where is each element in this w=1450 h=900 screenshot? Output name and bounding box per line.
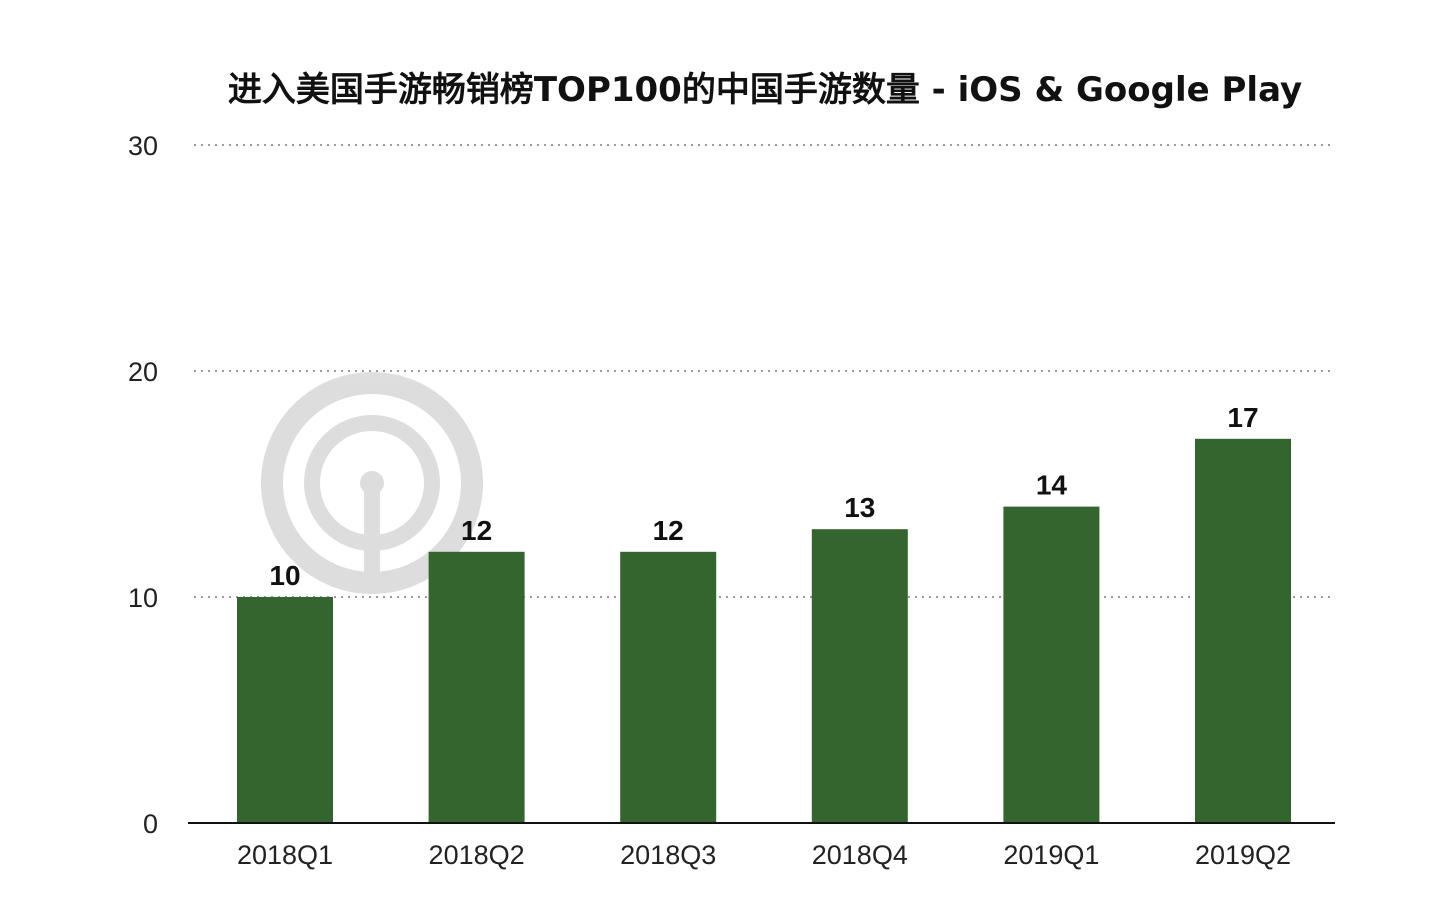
y-tick-label: 0 (143, 809, 158, 839)
data-label-2018Q4: 13 (844, 492, 875, 523)
x-tick-label-2019Q2: 2019Q2 (1195, 840, 1291, 870)
data-labels: 10 12 12 13 14 17 (269, 402, 1258, 591)
y-tick-label: 10 (128, 583, 158, 613)
y-tick-label: 20 (128, 357, 158, 387)
bar-2019Q2 (1195, 438, 1291, 823)
gridlines (194, 144, 1335, 598)
data-label-2018Q2: 12 (461, 515, 492, 546)
bars (237, 438, 1291, 823)
sensortower-watermark (261, 372, 483, 594)
bar-2018Q1 (237, 597, 333, 823)
bar-2018Q4 (811, 529, 908, 823)
x-axis-ticks: 2018Q1 2018Q2 2018Q3 2018Q4 2019Q1 2019Q2 (237, 840, 1291, 870)
bar-2018Q2 (428, 551, 525, 823)
data-label-2018Q1: 10 (269, 560, 300, 591)
chart-title: 进入美国手游畅销榜TOP100的中国手游数量 - iOS & Google Pl… (227, 70, 1303, 110)
data-label-2018Q3: 12 (653, 515, 684, 546)
y-axis-ticks: 0 10 20 30 (128, 131, 158, 839)
x-tick-label-2018Q1: 2018Q1 (237, 840, 333, 870)
data-label-2019Q1: 14 (1036, 470, 1068, 501)
x-tick-label-2018Q3: 2018Q3 (620, 840, 716, 870)
x-tick-label-2018Q4: 2018Q4 (812, 840, 908, 870)
data-label-2019Q2: 17 (1227, 402, 1258, 433)
bar-2019Q1 (1003, 506, 1100, 823)
y-tick-label: 30 (128, 131, 158, 161)
bar-2018Q3 (620, 551, 717, 823)
x-tick-label-2018Q2: 2018Q2 (429, 840, 525, 870)
x-tick-label-2019Q1: 2019Q1 (1003, 840, 1099, 870)
